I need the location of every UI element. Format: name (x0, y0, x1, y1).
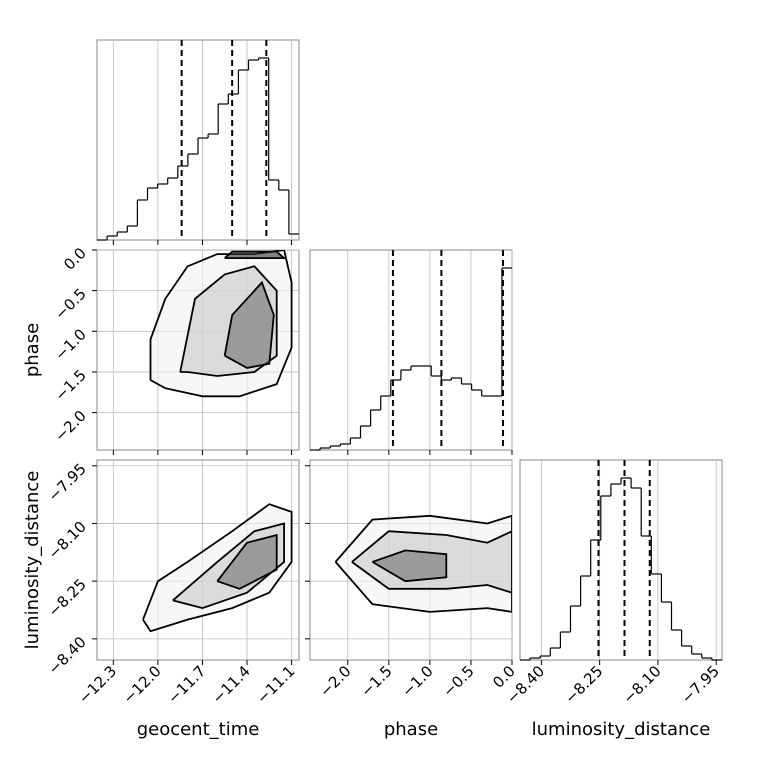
y-tick-label: −7.95 (45, 460, 90, 505)
x-tick-label: −12.0 (119, 662, 164, 707)
x-tick-label: −12.3 (75, 662, 120, 707)
x-tick-label: −8.10 (619, 662, 664, 707)
panel-frame (519, 459, 723, 661)
contour (216, 533, 278, 590)
panel-frame (96, 459, 300, 661)
y-tick-label: −0.5 (51, 285, 89, 323)
panel-frame (309, 249, 513, 451)
y-tick-label: −1.5 (51, 366, 89, 404)
x-axis-label: luminosity_distance (532, 719, 711, 740)
contour (371, 549, 448, 583)
x-tick-label: −11.4 (209, 662, 254, 707)
y-tick-label: −8.25 (45, 575, 90, 620)
x-tick-label: −1.0 (398, 662, 436, 700)
y-tick-label: −8.40 (45, 633, 90, 678)
panel-frame (96, 39, 300, 241)
y-tick-label: −1.0 (51, 325, 89, 363)
x-tick-label: −11.7 (164, 662, 209, 707)
y-tick-label: −8.10 (45, 518, 90, 563)
y-axis-label: luminosity_distance (22, 471, 43, 650)
y-tick-label: −2.0 (51, 407, 89, 445)
x-axis-label: geocent_time (137, 719, 260, 740)
x-tick-label: −2.0 (316, 662, 354, 700)
y-axis-label: phase (22, 323, 43, 377)
x-tick-label: −11.1 (253, 662, 298, 707)
x-tick-label: −7.95 (678, 662, 723, 707)
y-tick-label: 0.0 (60, 244, 90, 274)
contour (223, 280, 275, 369)
x-tick-label: −0.5 (439, 662, 477, 700)
x-tick-label: −8.25 (561, 662, 606, 707)
contour (224, 250, 287, 259)
x-tick-label: −1.5 (357, 662, 395, 700)
x-axis-label: phase (384, 719, 438, 740)
